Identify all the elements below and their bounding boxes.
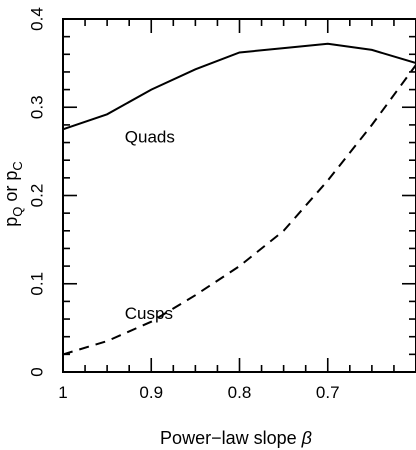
plot-frame — [62, 18, 416, 373]
y-label-sub-q: Q — [10, 207, 25, 217]
y-tick-label: 0.1 — [28, 272, 47, 296]
x-axis-label: Power−law slope β — [160, 428, 312, 448]
x-tick-label: 0.9 — [139, 383, 163, 402]
x-tick-label: 1 — [58, 383, 67, 402]
y-tick-label: 0.2 — [28, 184, 47, 208]
annotation-quads: Quads — [125, 128, 175, 147]
x-tick-label: 0.8 — [228, 383, 252, 402]
y-tick-label: 0 — [28, 367, 47, 376]
series-line-quads — [62, 42, 416, 131]
y-tick-label: 0.3 — [28, 95, 47, 119]
annotation-cusps: Cusps — [125, 304, 173, 323]
plot-area: 1 0.9 0.8 0.7 0 0.1 0.2 0.3 0.4 Quads Cusps — [28, 7, 416, 402]
x-tick-label: 0.7 — [316, 383, 340, 402]
y-tick-label: 0.4 — [28, 7, 47, 31]
x-axis-label-symbol: β — [301, 428, 312, 448]
y-label-sub-c: C — [10, 161, 25, 170]
y-axis-label: pQ or pC — [1, 161, 25, 227]
